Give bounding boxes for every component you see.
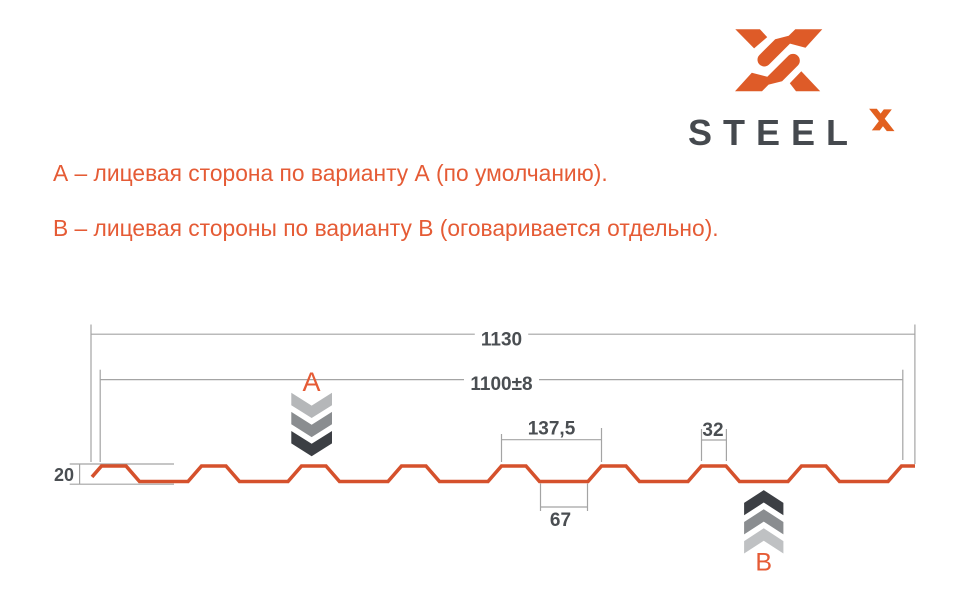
svg-text:1130: 1130	[481, 330, 522, 351]
svg-text:32: 32	[702, 420, 723, 441]
svg-text:А: А	[302, 367, 320, 397]
svg-text:В: В	[755, 549, 772, 577]
svg-text:137,5: 137,5	[528, 419, 576, 440]
svg-text:20: 20	[54, 465, 74, 485]
svg-text:1100±8: 1100±8	[470, 374, 532, 395]
svg-text:67: 67	[550, 510, 571, 531]
